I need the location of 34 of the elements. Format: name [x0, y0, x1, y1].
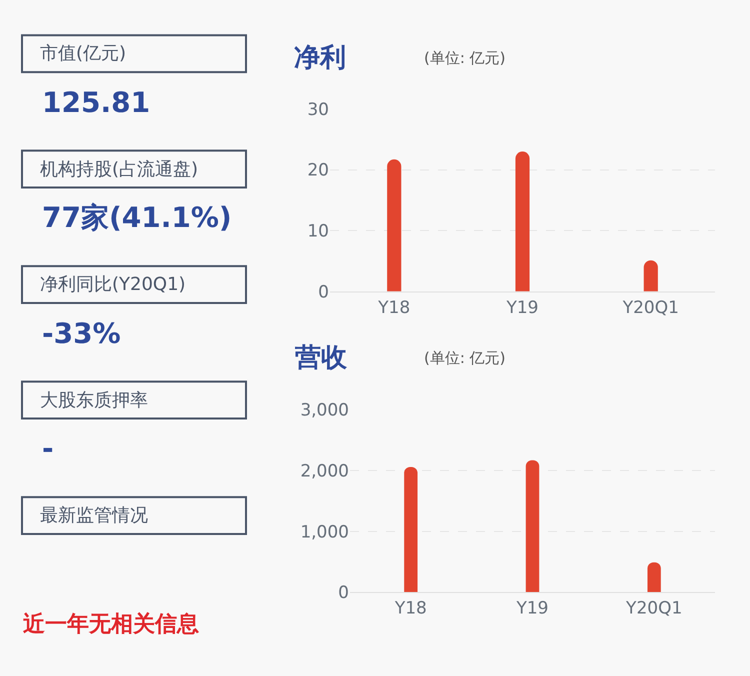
y-tick-label: 0 — [318, 282, 329, 302]
y-tick-label: 2,000 — [300, 462, 349, 482]
x-tick-label: Y19 — [505, 298, 539, 318]
x-tick-label: Y19 — [515, 598, 549, 619]
text: 大股东质押率 — [40, 390, 148, 411]
x-tick-label: Y18 — [394, 598, 427, 619]
bar — [644, 260, 658, 292]
text: 市值(亿元) — [40, 43, 126, 64]
text: 77家(41.1%) — [42, 201, 232, 234]
x-tick-label: Y20Q1 — [622, 298, 679, 318]
y-tick-label: 20 — [307, 160, 329, 181]
text: 近一年无相关信息 — [22, 612, 199, 637]
chart-subtitle: (单位: 亿元) — [424, 49, 506, 67]
x-tick-label: Y20Q1 — [625, 598, 682, 619]
text: 净利同比(Y20Q1) — [40, 274, 186, 295]
text: 125.81 — [42, 86, 150, 119]
bar — [387, 159, 402, 292]
y-tick-label: 1,000 — [300, 522, 349, 542]
y-tick-label: 10 — [307, 222, 329, 242]
chart-subtitle: (单位: 亿元) — [424, 349, 506, 367]
y-tick-label: 30 — [307, 100, 329, 120]
text: - — [42, 432, 54, 465]
text: -33% — [42, 317, 121, 350]
x-tick-label: Y18 — [377, 298, 410, 318]
bar — [526, 460, 540, 592]
chart-title: 营收 — [294, 343, 348, 373]
chart-title: 净利 — [294, 43, 346, 73]
bar — [515, 152, 530, 292]
text: 机构持股(占流通盘) — [40, 159, 198, 180]
y-tick-label: 3,000 — [300, 400, 349, 421]
bar — [404, 466, 418, 592]
text: 最新监管情况 — [40, 505, 148, 526]
y-tick-label: 0 — [338, 583, 349, 604]
bar — [647, 562, 661, 592]
